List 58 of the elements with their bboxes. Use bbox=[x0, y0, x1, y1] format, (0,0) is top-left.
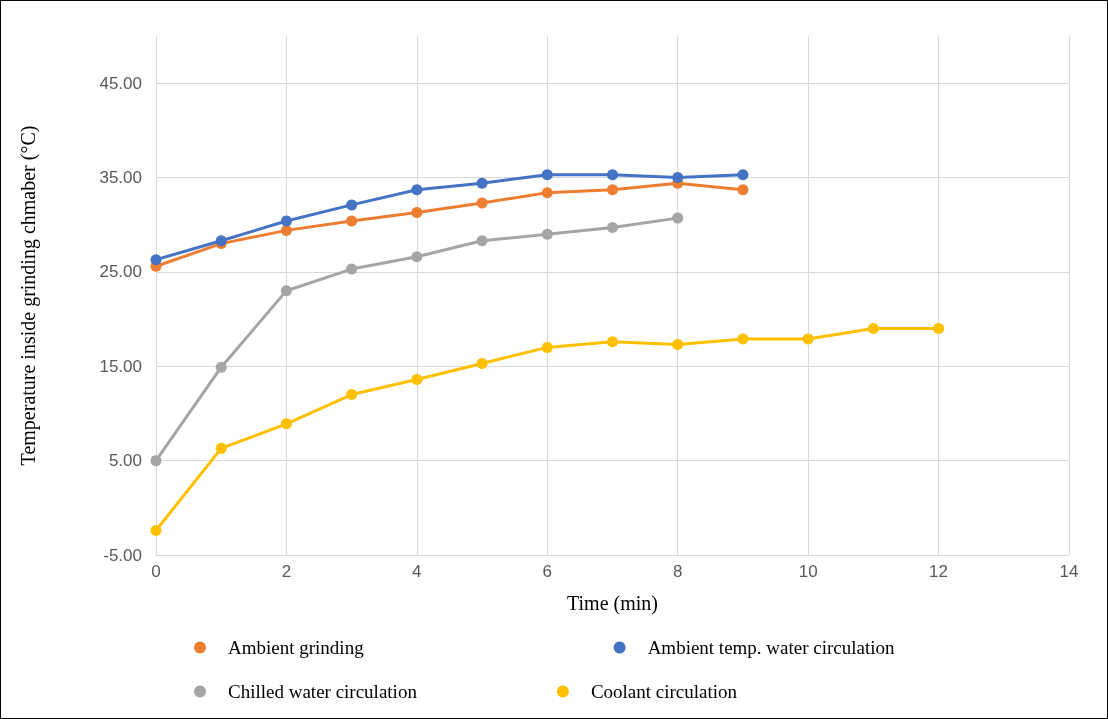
point bbox=[607, 222, 618, 234]
point bbox=[867, 323, 879, 335]
point bbox=[150, 524, 162, 536]
point bbox=[280, 418, 292, 430]
legend-label: Ambient grinding bbox=[228, 637, 365, 658]
point bbox=[346, 263, 358, 275]
point bbox=[215, 442, 227, 454]
x-tick-label: 8 bbox=[672, 562, 683, 581]
point bbox=[672, 339, 684, 351]
point bbox=[737, 169, 749, 181]
point bbox=[541, 341, 553, 353]
point bbox=[150, 455, 162, 467]
point bbox=[346, 215, 358, 227]
point bbox=[541, 228, 553, 240]
point bbox=[476, 197, 488, 209]
x-tick-label: 4 bbox=[412, 562, 422, 581]
x-tick-label: 10 bbox=[798, 562, 818, 581]
point bbox=[541, 169, 553, 181]
x-tick-label: 2 bbox=[281, 562, 292, 581]
point bbox=[411, 206, 423, 218]
y-tick-label: 15.00 bbox=[99, 356, 142, 376]
y-tick-label: 25.00 bbox=[99, 262, 142, 282]
point bbox=[280, 224, 292, 236]
point bbox=[607, 169, 618, 181]
point bbox=[607, 336, 618, 348]
point bbox=[346, 389, 358, 401]
point bbox=[280, 215, 292, 227]
point bbox=[672, 172, 684, 184]
point bbox=[802, 333, 814, 345]
y-tick-label: 35.00 bbox=[99, 168, 142, 188]
point bbox=[541, 187, 553, 199]
point bbox=[933, 323, 945, 335]
legend-label: Chilled water circulation bbox=[228, 681, 418, 702]
x-tick-label: 12 bbox=[929, 562, 949, 581]
point bbox=[215, 361, 227, 373]
point bbox=[607, 184, 618, 196]
point bbox=[411, 251, 423, 263]
point bbox=[411, 373, 423, 385]
y-tick-label: -5.00 bbox=[103, 545, 142, 565]
point bbox=[737, 333, 749, 345]
point bbox=[411, 184, 423, 196]
point bbox=[476, 235, 488, 247]
y-tick-label: 45.00 bbox=[99, 73, 142, 93]
legend-label: Ambient temp. water circulation bbox=[647, 637, 896, 658]
point bbox=[346, 199, 358, 211]
point bbox=[150, 254, 162, 266]
point bbox=[476, 177, 488, 189]
legend-label: Coolant circulation bbox=[590, 681, 738, 702]
x-axis-title: Time (min) bbox=[567, 592, 658, 615]
x-tick-label: 6 bbox=[542, 562, 553, 581]
point bbox=[280, 285, 292, 297]
x-tick-label: 0 bbox=[151, 562, 161, 581]
point bbox=[476, 357, 488, 369]
y-axis-title: Temperature inside grinding chmaber (°C) bbox=[17, 125, 40, 466]
point bbox=[737, 184, 749, 196]
y-tick-label: 5.00 bbox=[108, 451, 142, 471]
x-tick-label: 14 bbox=[1059, 562, 1079, 581]
point bbox=[672, 212, 684, 224]
